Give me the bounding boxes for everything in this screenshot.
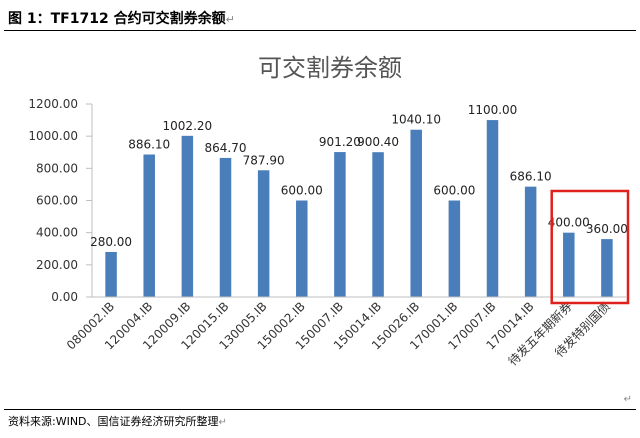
y-tick-label: 1000.00 (28, 129, 78, 143)
data-label: 864.70 (205, 141, 247, 155)
bar (448, 200, 461, 297)
bar (563, 232, 575, 297)
data-label: 600.00 (281, 184, 323, 198)
bar (181, 135, 194, 297)
top-rule (4, 30, 636, 31)
data-label: 1100.00 (468, 103, 518, 117)
data-label: 400.00 (548, 216, 590, 230)
paragraph-mark-icon: ↵ (225, 13, 235, 26)
data-label: 787.90 (243, 153, 285, 167)
bars (105, 120, 613, 297)
bar (334, 152, 346, 297)
paragraph-mark-icon: ↵ (218, 417, 227, 428)
bar-chart: 可交割券余额 0.00 200.00 400.00 600.00 800.00 1000.… (28, 54, 630, 369)
data-label: 1040.10 (391, 113, 441, 127)
chart-title: 可交割券余额 (258, 54, 402, 82)
bar (410, 129, 422, 297)
data-label: 901.20 (319, 135, 361, 149)
figure-title-text: 图 1：TF1712 合约可交割券余额 (8, 11, 226, 27)
bar (524, 186, 537, 297)
bar (143, 154, 155, 297)
y-tick-label: 600.00 (36, 194, 78, 208)
y-tick-label: 1200.00 (28, 97, 78, 111)
y-axis: 0.00 200.00 400.00 600.00 800.00 1000.00 1200.… (28, 97, 93, 304)
bar (219, 157, 232, 297)
bar (372, 152, 384, 297)
bottom-rule (4, 409, 636, 410)
highlight-box (550, 189, 630, 305)
bar (105, 251, 117, 297)
data-label: 900.40 (357, 135, 399, 149)
x-axis: 080002.IB120004.IB120009.IB120015.IB1300… (64, 296, 626, 369)
y-tick-label: 800.00 (36, 161, 78, 175)
source-note: 资料来源:WIND、国信证券经济研究所整理↵ (8, 413, 227, 429)
y-tick-label: 400.00 (36, 226, 78, 240)
bar (296, 200, 308, 297)
y-tick-label: 0.00 (51, 290, 78, 304)
bar (486, 120, 499, 297)
data-label: 360.00 (586, 222, 628, 236)
figure-title: 图 1：TF1712 合约可交割券余额↵ (8, 8, 235, 28)
y-tick-label: 200.00 (36, 258, 78, 272)
data-label: 686.10 (510, 170, 552, 184)
data-label: 886.10 (128, 137, 170, 151)
x-tick-label: 待发五年期新券 (505, 299, 575, 369)
highlight-rectangle (550, 189, 630, 305)
paragraph-mark-icon: ↵ (623, 394, 632, 405)
data-label: 280.00 (90, 235, 132, 249)
source-text: 资料来源:WIND、国信证券经济研究所整理 (8, 415, 219, 428)
bar (601, 239, 613, 297)
bar (257, 170, 270, 297)
data-label: 600.00 (433, 184, 475, 198)
data-label: 1002.20 (163, 119, 213, 133)
